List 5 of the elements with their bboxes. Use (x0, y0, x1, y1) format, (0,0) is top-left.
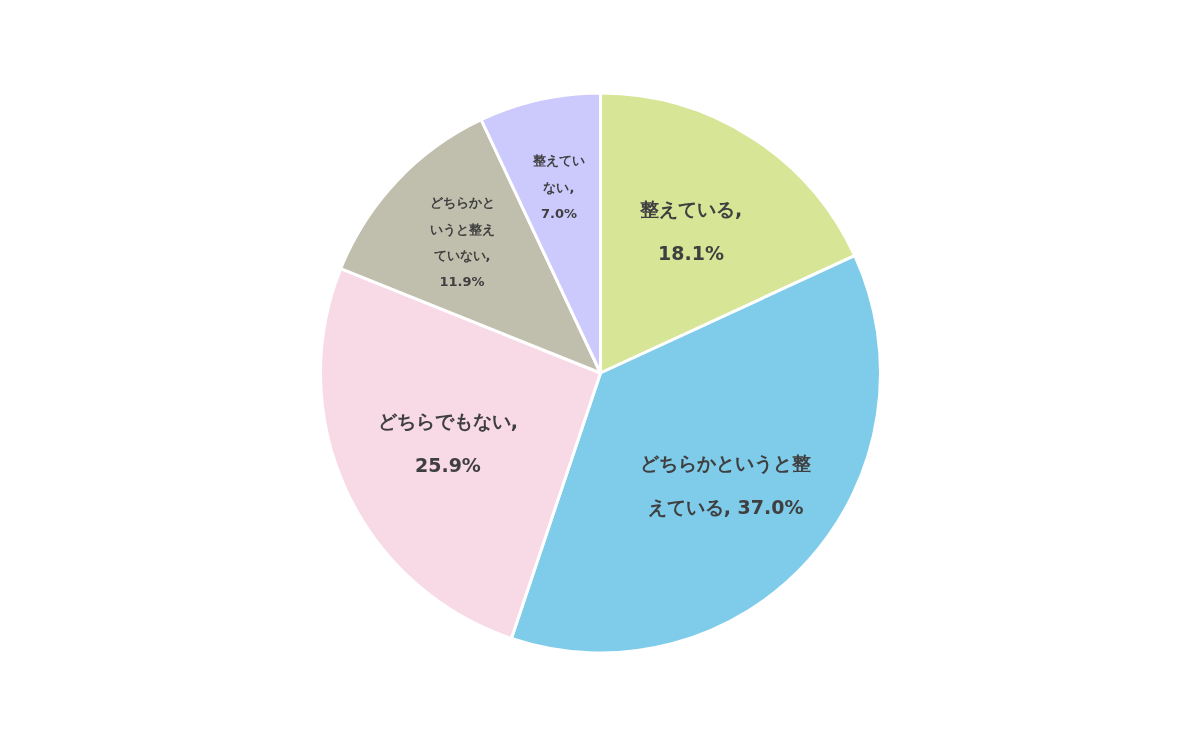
slice-label: 整えていない, 7.0% (531, 153, 585, 221)
slice-label: どちらかというと整えている, 37.0% (640, 452, 812, 519)
slice-label: 整えている, 18.1% (638, 198, 743, 265)
slice-label: どちらでもない, 25.9% (377, 410, 519, 477)
slice-label: どちらかというと整えていない, 11.9% (429, 195, 495, 290)
